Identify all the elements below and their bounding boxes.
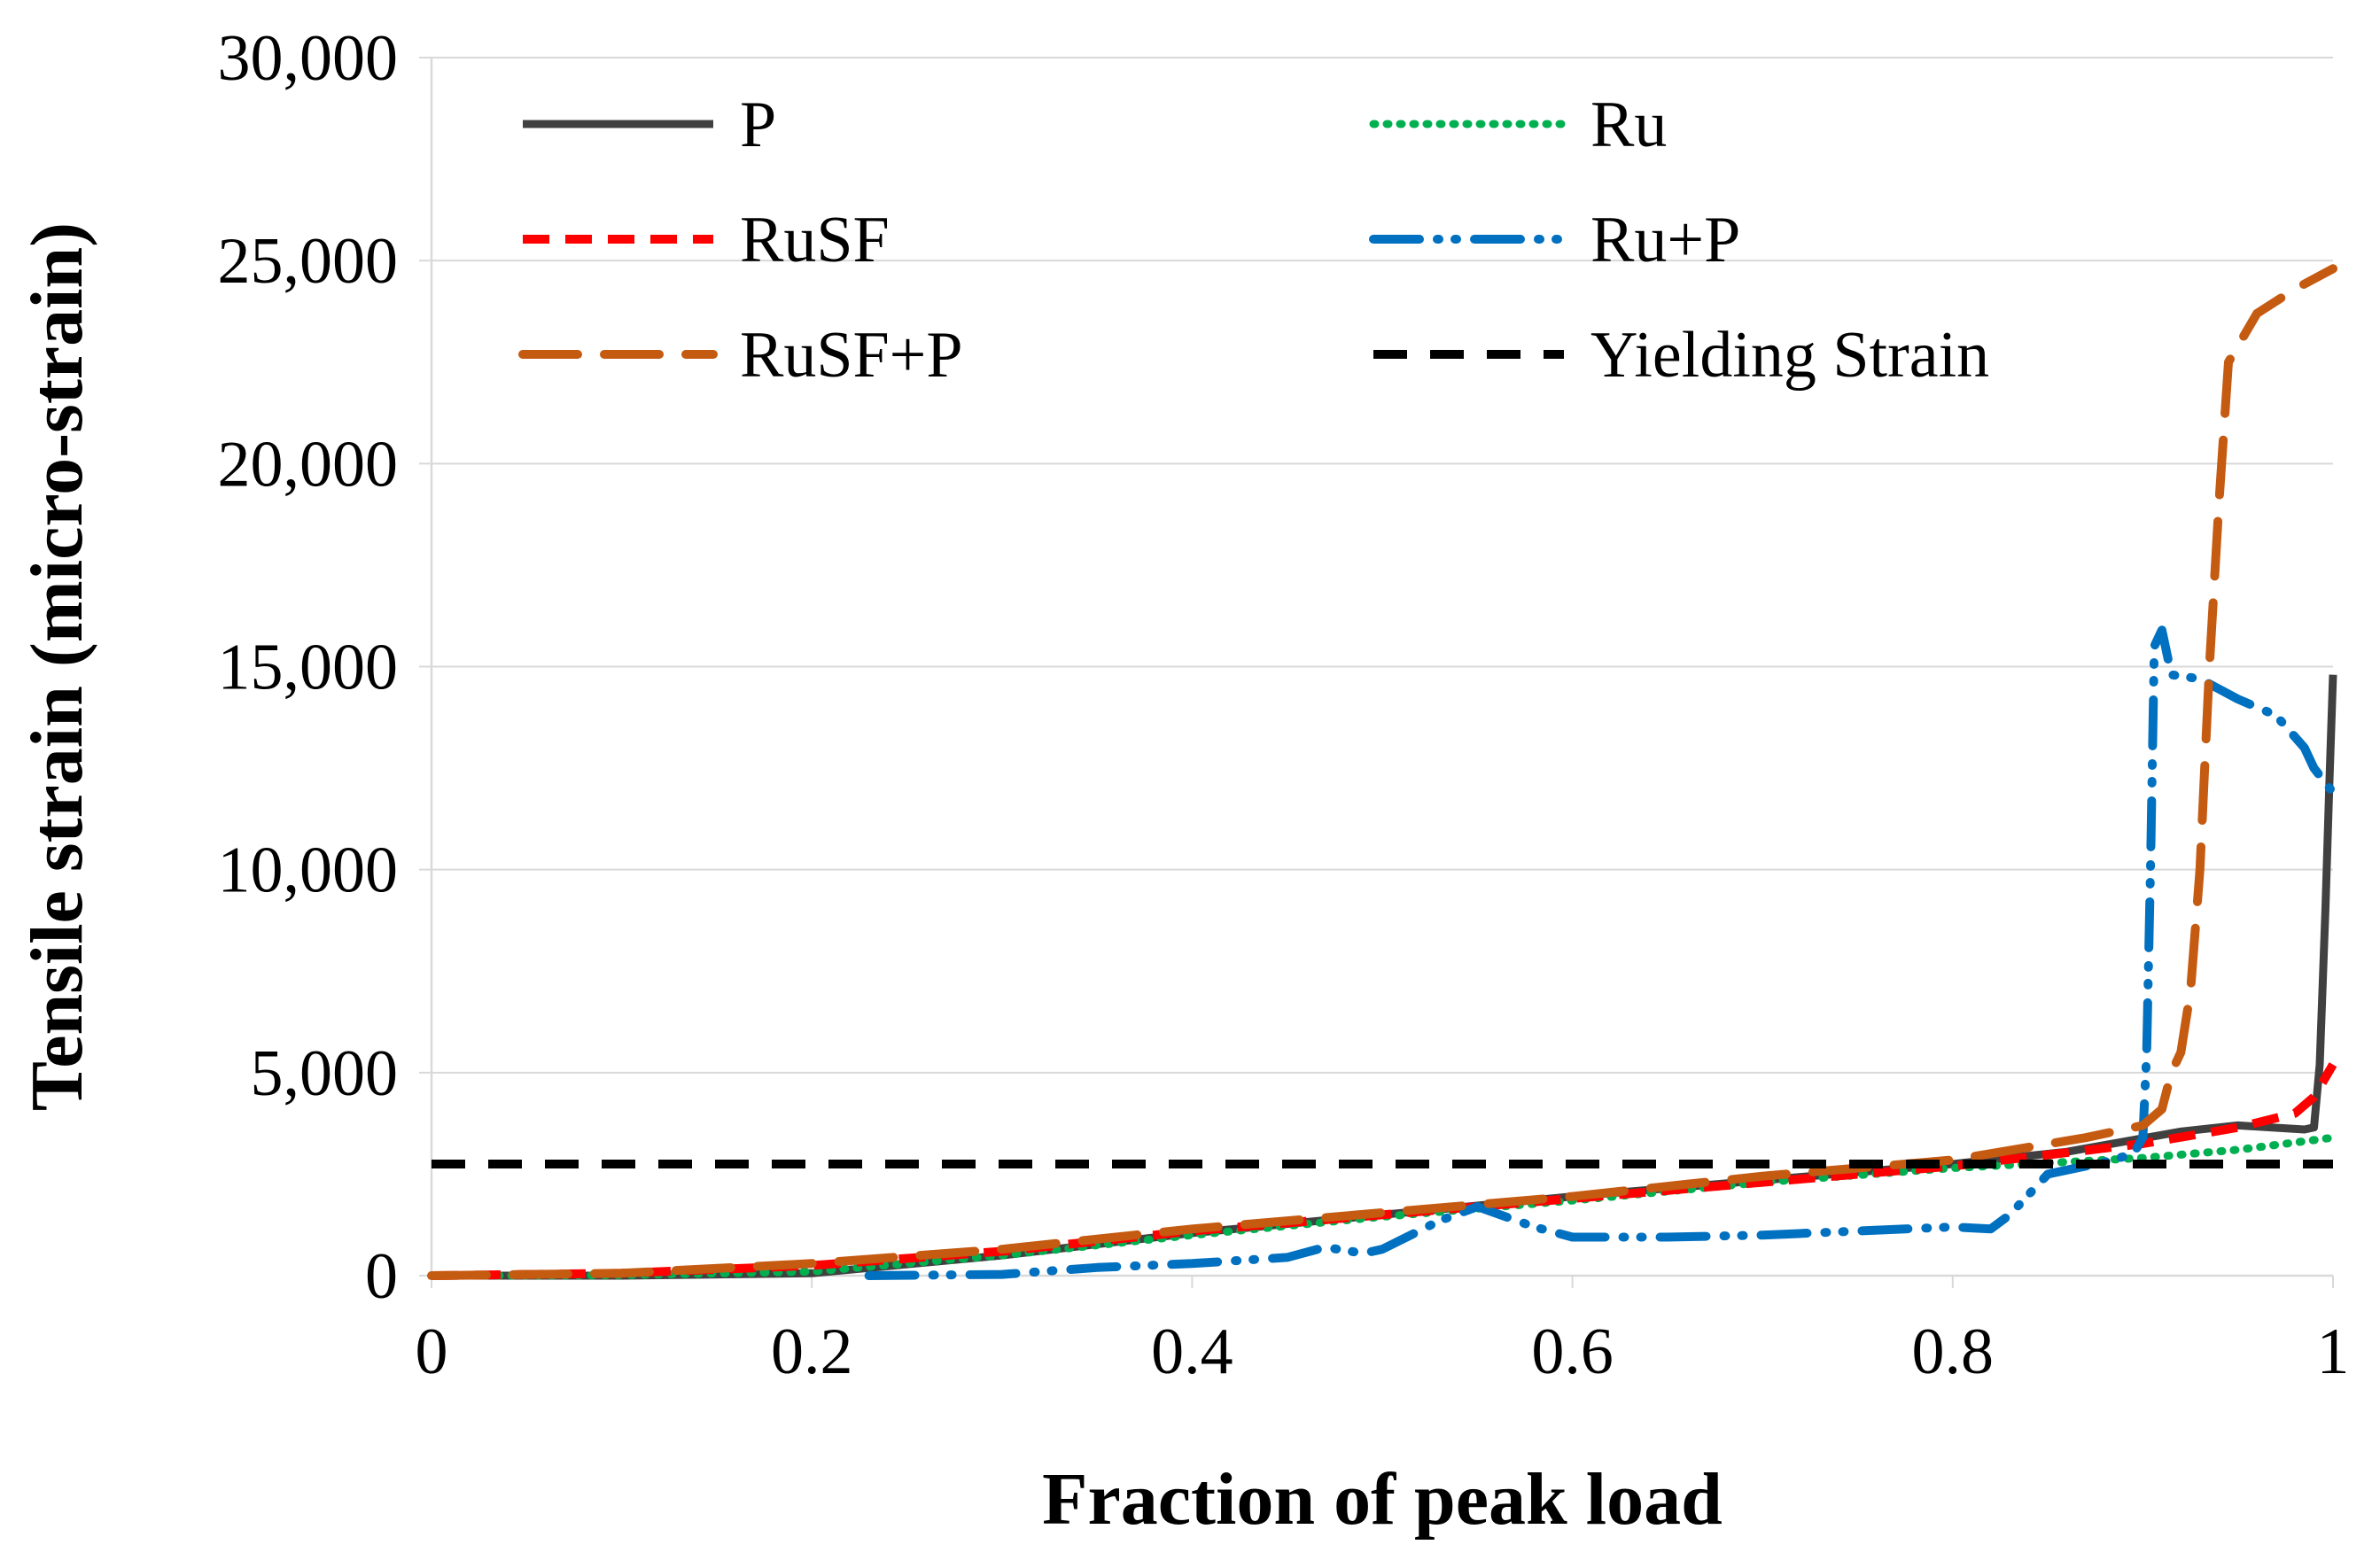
- y-tick-label: 20,000: [218, 428, 399, 501]
- legend-label-rusf-p: RuSF+P: [740, 319, 963, 392]
- y-tick-label: 15,000: [218, 632, 399, 704]
- legend-label-yielding-strain: Yielding Strain: [1590, 319, 1989, 392]
- series-line-rusf-p: [427, 264, 2337, 1280]
- x-axis-title: Fraction of peak load: [1042, 1458, 1723, 1541]
- legend-label-ru: Ru: [1590, 89, 1667, 161]
- y-tick-label: 25,000: [218, 225, 399, 298]
- x-tick-label: 0.2: [771, 1316, 853, 1388]
- legend-label-p: P: [740, 89, 776, 161]
- series-line-ru-p: [864, 625, 2337, 1280]
- legend-label-rusf: RuSF: [740, 204, 890, 276]
- y-tick-label: 30,000: [218, 22, 399, 95]
- x-tick-label: 0.8: [1912, 1316, 1995, 1388]
- x-tick-label: 0.6: [1531, 1316, 1614, 1388]
- y-tick-label: 0: [365, 1240, 398, 1313]
- x-tick-label: 0.4: [1151, 1316, 1233, 1388]
- legend-label-ru-p: Ru+P: [1590, 204, 1740, 276]
- y-axis-title: Tensile strain (micro-strain): [16, 222, 98, 1111]
- series-line-p: [432, 674, 2337, 1280]
- y-tick-label: 5,000: [251, 1037, 399, 1110]
- x-tick-label: 1: [2317, 1316, 2350, 1388]
- x-tick-label: 0: [416, 1316, 448, 1388]
- y-tick-label: 10,000: [218, 834, 399, 907]
